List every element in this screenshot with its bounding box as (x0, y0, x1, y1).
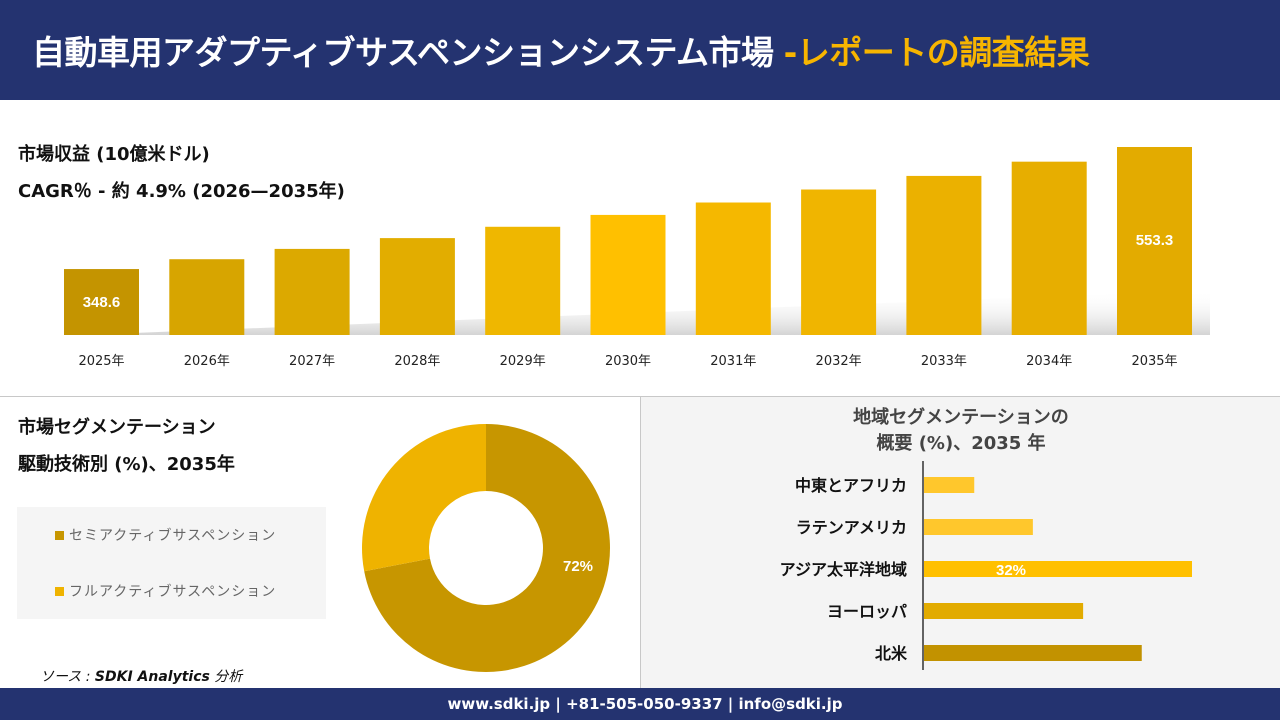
x-tick-label: 2028年 (394, 354, 440, 369)
revenue-bar (801, 189, 877, 335)
revenue-bar (590, 214, 666, 335)
x-tick-label: 2025年 (78, 354, 124, 369)
source-note: ソース : SDKI Analytics 分析 (40, 666, 242, 686)
revenue-bar (485, 226, 561, 335)
source-suffix: 分析 (209, 669, 243, 685)
page-subtitle: -レポートの調査結果 (783, 33, 1090, 72)
x-tick-label: 2031年 (710, 354, 756, 369)
x-tick-label: 2030年 (605, 354, 651, 369)
revenue-bar (64, 269, 139, 335)
revenue-bar (1117, 147, 1192, 335)
region-label: 北米 (875, 644, 908, 663)
x-tick-label: 2034年 (1026, 354, 1072, 369)
revenue-bar (274, 248, 350, 335)
donut-legend: セミアクティブサスペンション フルアクティブサスペンション (17, 507, 326, 619)
donut-slice (364, 424, 610, 672)
donut-slice (362, 424, 486, 572)
x-tick-label: 2027年 (289, 354, 335, 369)
legend-swatch (55, 586, 64, 596)
region-label: ラテンアメリカ (796, 518, 907, 537)
cagr-text: CAGR％ - 約 4.9% (2026—2035年) (18, 181, 345, 202)
revenue-bar (1011, 161, 1087, 335)
revenue-bar (169, 259, 245, 335)
region-label: 中東とアフリカ (795, 476, 907, 495)
x-tick-label: 2033年 (921, 354, 967, 369)
revenue-bar (906, 175, 982, 335)
revenue-bar (379, 238, 455, 335)
bar-data-label: 553.3 (1136, 232, 1174, 249)
segmentation-title: 市場セグメンテーション (18, 417, 216, 438)
region-chart-title: 地域セグメンテーションの 概要 (%)、2035 年 (641, 405, 1280, 457)
region-bar (924, 561, 1192, 577)
footer-contact: www.sdki.jp | +81-505-050-9337 | info@sd… (0, 688, 1280, 720)
source-name: SDKI Analytics (94, 669, 210, 685)
source-prefix: ソース : (40, 669, 95, 685)
legend-item-semi-active: セミアクティブサスペンション (55, 525, 276, 545)
region-panel: 地域セグメンテーションの 概要 (%)、2035 年 中東とアフリカ ラテンアメリ… (640, 397, 1280, 688)
revenue-bar (695, 202, 771, 335)
x-tick-label: 2032年 (816, 354, 862, 369)
revenue-bar-chart: 348.6 2025年 2026年 2027年 2028年 2029年 2030年 2031年… (64, 147, 1210, 369)
legend-swatch (55, 530, 64, 540)
x-tick-label: 2035年 (1131, 354, 1177, 369)
region-bar (924, 645, 1142, 661)
x-tick-label: 2026年 (184, 354, 230, 369)
region-bar (924, 477, 975, 493)
segmentation-subtitle: 駆動技術別 (%)、2035年 (18, 454, 235, 475)
region-bar (924, 519, 1033, 535)
legend-item-full-active: フルアクティブサスペンション (55, 581, 276, 601)
region-label: ヨーロッパ (827, 602, 907, 621)
region-title-line1: 地域セグメンテーションの (853, 407, 1069, 428)
donut-data-label: 72% (563, 558, 593, 575)
legend-label: フルアクティブサスペンション (69, 584, 277, 600)
region-data-label: 32% (996, 562, 1026, 579)
header-banner: 自動車用アダプティブサスペンションシステム市場 -レポートの調査結果 (0, 0, 1280, 100)
revenue-title: 市場収益 (10億米ドル) (18, 144, 210, 165)
region-bar (924, 603, 1084, 619)
page-title: 自動車用アダプティブサスペンションシステム市場 (32, 33, 774, 72)
region-title-line2: 概要 (%)、2035 年 (876, 433, 1046, 454)
region-label: アジア太平洋地域 (780, 560, 907, 579)
bar-data-label: 348.6 (83, 294, 121, 311)
x-tick-label: 2029年 (500, 354, 546, 369)
drive-technology-donut-chart: 72% (362, 424, 610, 672)
section-divider (0, 396, 1280, 397)
legend-label: セミアクティブサスペンション (69, 528, 277, 544)
